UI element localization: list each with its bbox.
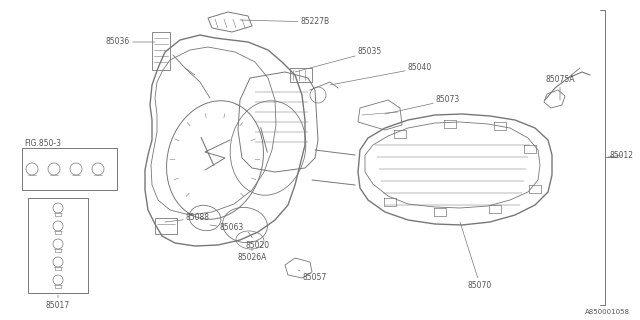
Text: 85057: 85057 bbox=[298, 270, 327, 283]
Text: 85035: 85035 bbox=[295, 47, 382, 72]
Text: 85017: 85017 bbox=[46, 295, 70, 309]
Text: 85036: 85036 bbox=[106, 37, 155, 46]
Text: 85070: 85070 bbox=[460, 222, 492, 290]
Text: 85040: 85040 bbox=[330, 63, 432, 85]
Text: 85063: 85063 bbox=[210, 223, 244, 233]
Bar bbox=[155, 218, 177, 234]
Text: FIG.850-3: FIG.850-3 bbox=[24, 139, 61, 148]
Text: 85075A: 85075A bbox=[545, 76, 575, 100]
Bar bbox=[290, 68, 312, 82]
Bar bbox=[22, 148, 117, 190]
Text: 85227B: 85227B bbox=[240, 18, 330, 27]
Text: 85073: 85073 bbox=[385, 95, 460, 114]
Text: 85012: 85012 bbox=[608, 150, 634, 159]
Text: A850001058: A850001058 bbox=[585, 309, 630, 315]
Text: 85088: 85088 bbox=[165, 213, 210, 222]
Text: 85020: 85020 bbox=[246, 232, 270, 250]
Text: 85026A: 85026A bbox=[237, 248, 267, 262]
Bar bbox=[28, 198, 88, 293]
